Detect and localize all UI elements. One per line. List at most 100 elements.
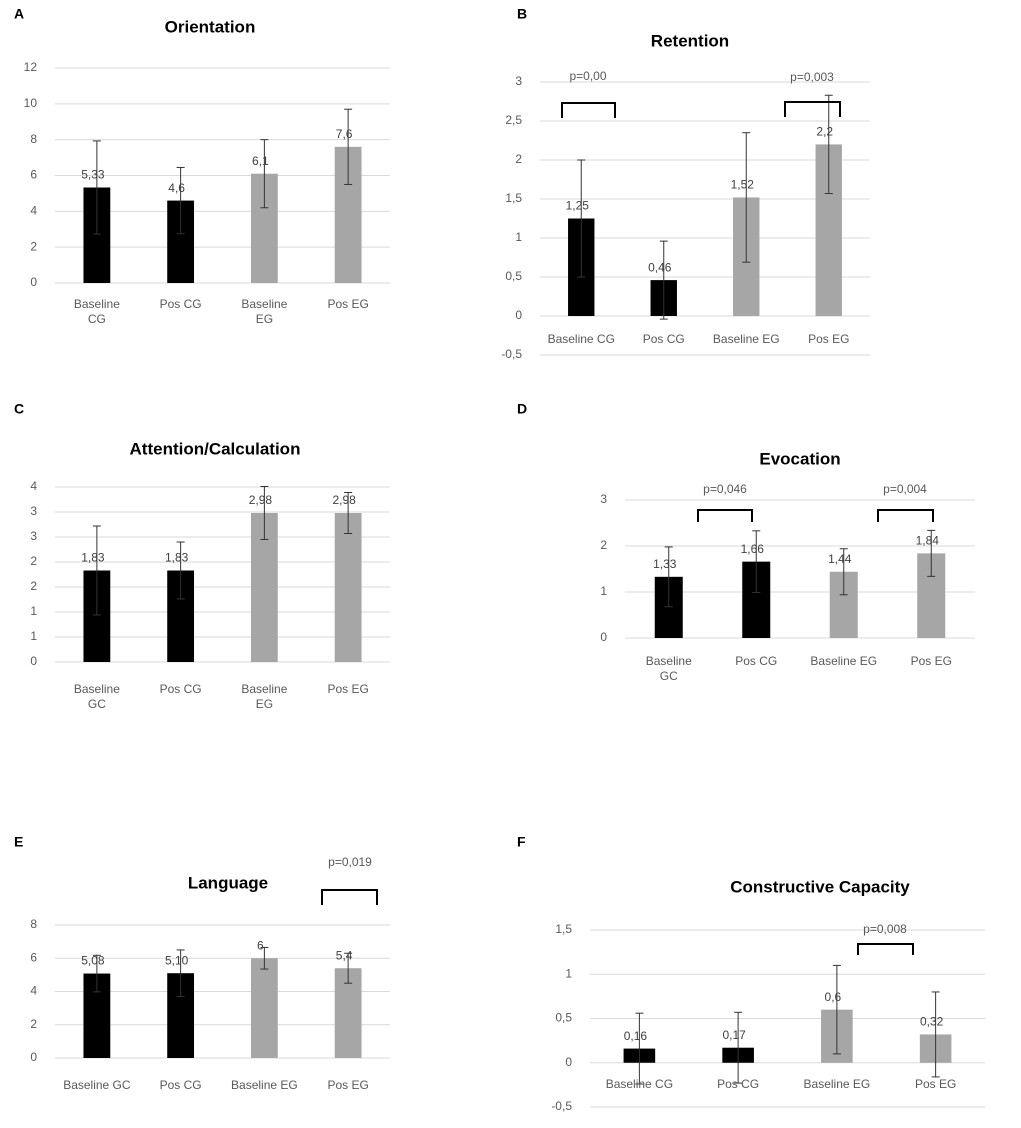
value-label: 1,25 — [566, 199, 590, 213]
value-label: 2,98 — [332, 493, 356, 507]
y-tick-label: 2 — [600, 538, 607, 552]
panel-letter: C — [14, 401, 24, 417]
y-tick-label: 3 — [600, 492, 607, 506]
y-tick-label: 3 — [515, 74, 522, 88]
x-tick-label: Baseline EG — [804, 1077, 871, 1091]
y-tick-label: 0 — [600, 630, 607, 644]
y-tick-label: 2,5 — [505, 113, 522, 127]
value-label: 5,4 — [336, 948, 353, 962]
x-tick-label: Baseline EG — [241, 682, 287, 711]
value-label: 1,66 — [741, 542, 765, 556]
chart-title: Evocation — [759, 449, 840, 468]
y-tick-label: 10 — [24, 96, 38, 110]
x-tick-label: Baseline GC — [74, 682, 120, 711]
chart-title: Language — [188, 873, 268, 892]
x-tick-label: Pos CG — [160, 1078, 202, 1092]
value-label: 0,6 — [825, 990, 842, 1004]
y-tick-label: 12 — [24, 60, 38, 74]
y-tick-label: 1 — [30, 604, 37, 618]
x-tick-label: Baseline EG — [713, 332, 780, 346]
y-tick-label: 3 — [30, 504, 37, 518]
y-tick-label: 0 — [30, 654, 37, 668]
p-value: p=0,019 — [328, 855, 372, 869]
value-label: 5,33 — [81, 168, 105, 182]
y-tick-label: -0,5 — [551, 1099, 572, 1113]
x-tick-label: Baseline CG — [74, 297, 120, 326]
y-tick-label: 2 — [30, 1017, 37, 1031]
x-tick-label: Pos CG — [160, 682, 202, 696]
significance-bracket — [697, 509, 753, 522]
x-tick-label: Pos EG — [808, 332, 849, 346]
y-tick-label: 1,5 — [505, 191, 522, 205]
value-label: 0,32 — [920, 1015, 944, 1029]
y-tick-label: 1,5 — [555, 922, 572, 936]
value-label: 1,83 — [165, 551, 189, 565]
x-tick-label: Baseline EG — [231, 1078, 298, 1092]
y-tick-label: 0,5 — [505, 269, 522, 283]
p-value: p=0,00 — [569, 69, 606, 83]
value-label: 1,84 — [916, 534, 940, 548]
x-tick-label: Baseline CG — [548, 332, 615, 346]
p-value: p=0,003 — [790, 70, 834, 84]
x-tick-label: Pos CG — [160, 297, 202, 311]
value-label: 1,83 — [81, 551, 105, 565]
significance-bracket — [784, 101, 841, 117]
value-label: 2,98 — [249, 493, 273, 507]
value-label: 1,44 — [828, 552, 852, 566]
value-label: 6,1 — [252, 154, 269, 168]
x-tick-label: Pos CG — [735, 654, 777, 668]
x-tick-label: Baseline EG — [241, 297, 287, 326]
y-tick-label: 1 — [600, 584, 607, 598]
panel-letter: B — [517, 6, 527, 22]
y-tick-label: 0 — [515, 308, 522, 322]
value-label: 6 — [257, 938, 264, 952]
y-tick-label: 2 — [515, 152, 522, 166]
panel-letter: D — [517, 401, 527, 417]
panel-letter: E — [14, 834, 23, 850]
chart-title: Constructive Capacity — [730, 877, 910, 896]
y-tick-label: 6 — [30, 950, 37, 964]
panel-letter: F — [517, 834, 526, 850]
x-tick-label: Pos CG — [643, 332, 685, 346]
y-tick-label: 4 — [30, 204, 37, 218]
p-value: p=0,004 — [883, 482, 927, 496]
significance-bracket — [561, 102, 616, 118]
y-tick-label: 8 — [30, 132, 37, 146]
panel-letter: A — [14, 6, 24, 22]
x-tick-label: Baseline GC — [63, 1078, 131, 1092]
x-tick-label: Baseline EG — [810, 654, 877, 668]
y-tick-label: 2 — [30, 579, 37, 593]
value-label: 7,6 — [336, 127, 353, 141]
chart-title: Attention/Calculation — [130, 439, 301, 458]
y-tick-label: 1 — [30, 629, 37, 643]
y-tick-label: -0,5 — [501, 347, 522, 361]
y-tick-label: 0,5 — [555, 1011, 572, 1025]
value-label: 5,10 — [165, 953, 189, 967]
y-tick-label: 2 — [30, 554, 37, 568]
p-value: p=0,008 — [863, 922, 907, 936]
value-label: 0,46 — [648, 260, 672, 274]
value-label: 1,33 — [653, 557, 677, 571]
x-tick-label: Pos EG — [327, 682, 368, 696]
value-label: 0,16 — [624, 1029, 648, 1043]
value-label: 0,17 — [722, 1028, 746, 1042]
x-tick-label: Pos EG — [915, 1077, 956, 1091]
y-tick-label: 0 — [30, 275, 37, 289]
value-label: 5,08 — [81, 954, 105, 968]
y-tick-label: 2 — [30, 239, 37, 253]
y-tick-label: 6 — [30, 168, 37, 182]
x-tick-label: Pos EG — [327, 297, 368, 311]
y-tick-label: 4 — [30, 479, 37, 493]
significance-bracket — [877, 509, 934, 522]
y-tick-label: 3 — [30, 529, 37, 543]
chart-title: Orientation — [165, 17, 256, 36]
significance-bracket — [857, 943, 914, 955]
x-tick-label: Pos EG — [327, 1078, 368, 1092]
x-tick-label: Pos EG — [911, 654, 952, 668]
y-tick-label: 4 — [30, 984, 37, 998]
y-tick-label: 8 — [30, 917, 37, 931]
x-tick-label: Baseline CG — [606, 1077, 673, 1091]
y-tick-label: 0 — [30, 1050, 37, 1064]
bar — [250, 958, 278, 1058]
significance-bracket — [321, 889, 378, 905]
